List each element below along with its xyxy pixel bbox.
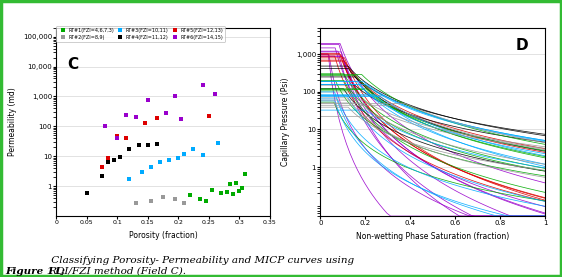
Point: [137, 170, 146, 174]
Point: [143, 143, 152, 147]
Point: [125, 176, 134, 181]
Point: [131, 114, 140, 119]
Point: [214, 141, 223, 146]
Point: [101, 124, 110, 129]
X-axis label: Porosity (fraction): Porosity (fraction): [129, 231, 197, 240]
Point: [143, 98, 152, 102]
Point: [116, 155, 125, 159]
Point: [152, 116, 161, 120]
X-axis label: Non-wetting Phase Saturation (fraction): Non-wetting Phase Saturation (fraction): [356, 232, 509, 241]
Point: [204, 114, 213, 118]
Point: [110, 158, 119, 162]
Point: [103, 160, 112, 164]
Legend: RT#1(FZI=4,6,7,3), RT#2(FZI=8,9), RT#3(FZI=10,11), RT#4(FZI=11,12), RT#5(FZI=12,: RT#1(FZI=4,6,7,3), RT#2(FZI=8,9), RT#3(F…: [56, 26, 225, 42]
Point: [97, 174, 106, 178]
Point: [216, 191, 225, 195]
Point: [82, 191, 91, 195]
Point: [195, 196, 204, 201]
Text: Figure 11:: Figure 11:: [6, 267, 66, 276]
Point: [146, 165, 155, 169]
Point: [152, 142, 161, 146]
Point: [134, 143, 143, 148]
Point: [146, 199, 155, 203]
Point: [241, 172, 250, 176]
Point: [113, 135, 122, 140]
Point: [125, 147, 134, 151]
Point: [198, 83, 207, 87]
Y-axis label: Permeability (md): Permeability (md): [8, 88, 17, 156]
Point: [235, 189, 244, 193]
Text: Classifying Porosity- Permeability and MICP curves using
RQI/FZI method (Field C: Classifying Porosity- Permeability and M…: [48, 256, 354, 276]
Text: D: D: [516, 38, 528, 53]
Point: [189, 147, 198, 152]
Point: [186, 193, 195, 198]
Point: [161, 110, 170, 115]
Point: [207, 188, 216, 192]
Point: [113, 134, 122, 138]
Point: [165, 158, 174, 162]
Point: [201, 199, 210, 203]
Point: [122, 113, 131, 117]
Text: C: C: [67, 57, 78, 72]
Point: [180, 201, 189, 205]
Point: [103, 155, 112, 160]
Point: [140, 121, 149, 126]
Y-axis label: Capillary Pressure (Psi): Capillary Pressure (Psi): [282, 78, 291, 166]
Point: [232, 181, 241, 185]
Point: [210, 92, 219, 96]
Point: [229, 192, 238, 196]
Point: [156, 160, 165, 164]
Point: [174, 155, 183, 160]
Point: [225, 182, 234, 186]
Point: [171, 196, 180, 201]
Point: [131, 201, 140, 205]
Point: [198, 153, 207, 157]
Point: [97, 165, 106, 169]
Point: [171, 94, 180, 98]
Point: [158, 194, 167, 199]
Point: [177, 117, 186, 122]
Point: [223, 189, 232, 194]
Point: [122, 135, 131, 140]
Point: [180, 152, 189, 156]
Point: [238, 185, 247, 190]
